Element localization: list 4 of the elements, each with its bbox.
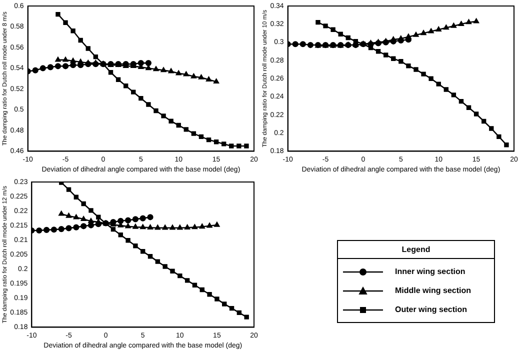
legend-label: Middle wing section [395,286,472,295]
legend-title: Legend [338,241,494,259]
legend-label: Outer wing section [395,305,468,314]
legend-label: Inner wing section [395,267,466,276]
